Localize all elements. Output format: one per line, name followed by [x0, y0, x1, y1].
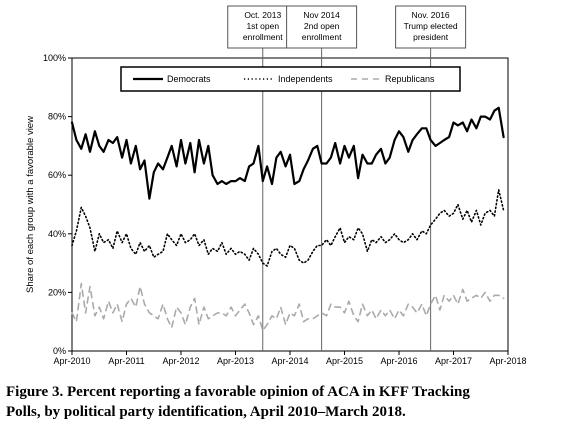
event-label-line: enrollment: [302, 32, 342, 42]
event-label-line: 1st open: [246, 21, 279, 31]
event-label-line: Trump elected: [404, 21, 458, 31]
series-line-democrats: [70, 106, 505, 200]
event-box: [395, 5, 467, 49]
event-label-line: Oct. 2013: [244, 10, 281, 20]
x-tick-label: Apr-2012: [162, 356, 199, 366]
legend-label-democrats: Democrats: [167, 74, 211, 84]
event-box: [286, 5, 358, 49]
x-tick-label: Apr-2014: [271, 356, 308, 366]
event-label-line: enrollment: [243, 32, 283, 42]
y-tick-label: 60%: [48, 170, 66, 180]
legend-box: [120, 66, 461, 92]
figure-caption: Figure 3. Percent reporting a favorable …: [6, 382, 562, 422]
legend-label-republicans: Republicans: [385, 74, 435, 84]
series-lines: [70, 106, 505, 332]
caption-line-2: Polls, by political party identification…: [6, 404, 406, 420]
event-label-line: Nov 2014: [303, 10, 340, 20]
legend: Democrats Independents Republicans: [120, 66, 461, 92]
x-tick-label: Apr-2018: [489, 356, 526, 366]
x-tick-label: Apr-2015: [326, 356, 363, 366]
caption-line-1: Figure 3. Percent reporting a favorable …: [6, 384, 470, 400]
legend-label-independents: Independents: [278, 74, 333, 84]
axes: [68, 57, 509, 355]
y-tick-label: 40%: [48, 229, 66, 239]
tick-labels: 0% 20% 40% 60% 80% 100% Apr-2010 Apr-2011 Apr-20…: [25, 53, 527, 366]
series-line-independents: [71, 189, 505, 267]
y-axis-label: Share of each group with a favorable vie…: [25, 116, 36, 293]
event-box: [227, 5, 299, 49]
y-tick-label: 100%: [43, 53, 66, 63]
event-label-line: president: [413, 32, 449, 42]
x-tick-label: Apr-2016: [380, 356, 417, 366]
plot-frame: [71, 57, 509, 352]
event-label-line: Nov. 2016: [412, 10, 450, 20]
series-line-republicans: [71, 282, 505, 332]
event-label-line: 2nd open: [304, 21, 340, 31]
x-tick-label: Apr-2017: [435, 356, 472, 366]
x-tick-label: Apr-2010: [53, 356, 90, 366]
x-tick-label: Apr-2011: [108, 356, 144, 366]
y-tick-label: 0%: [53, 346, 66, 356]
x-tick-label: Apr-2013: [217, 356, 254, 366]
y-tick-label: 20%: [48, 287, 66, 297]
y-tick-label: 80%: [48, 112, 66, 122]
